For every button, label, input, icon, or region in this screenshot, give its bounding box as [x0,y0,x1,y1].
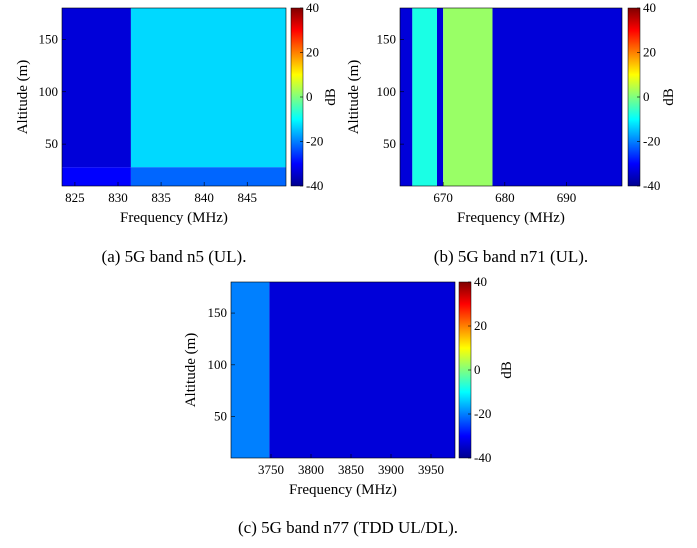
panel-c-colorbar-tick-label: -20 [474,406,491,421]
panel-c-colorbar-ticks: 40 20 0 -20 -40 [468,274,491,465]
panel-a-region-1 [62,8,131,168]
panel-a-colorbar-tick-label: -20 [306,134,323,149]
panel-b-xtick-label: 680 [495,190,515,205]
panel-a-xtick-label: 840 [194,190,214,205]
panel-a-xtick-label: 830 [108,190,128,205]
panel-c-colorbar-tick-label: -40 [474,450,491,465]
panel-b-colorbar-tick-label: 0 [643,89,650,104]
panel-c-xticks: 3750 3800 3850 3900 3950 [258,454,444,477]
panel-a: 825 830 835 840 845 50 100 150 Frequency (MHz)… [15,0,339,266]
panel-a-region-3 [130,8,286,168]
panel-b-colorbar-label: dB [661,88,677,106]
panel-b-heatmap [400,8,622,186]
panel-c: 3750 3800 3850 3900 3950 50 100 150 Frequency … [183,274,515,537]
panel-b-xlabel: Frequency (MHz) [457,210,565,226]
panel-b-colorbar-tick-label: 20 [643,45,656,60]
panel-a-heatmap [62,8,286,186]
panel-a-ylabel: Altitude (m) [15,60,31,135]
panel-a-ytick-label: 150 [39,31,59,46]
panel-a-caption: (a) 5G band n5 (UL). [102,247,247,266]
panel-b-region-2 [437,8,444,186]
panel-a-ytick-label: 100 [39,84,59,99]
panel-b-region-0 [400,8,413,186]
panel-c-region-0 [231,282,270,458]
panel-a-xlabel: Frequency (MHz) [120,210,228,226]
panel-a-xticks: 825 830 835 840 845 [65,182,257,205]
panel-c-caption: (c) 5G band n77 (TDD UL/DL). [238,518,458,537]
panel-b-yticks: 50 100 150 [377,31,404,151]
panel-a-colorbar-tick-label: -40 [306,178,323,193]
panel-a-plot-frame [61,7,287,187]
panel-b: 670 680 690 50 100 150 Frequency (MHz) Altit… [346,0,677,266]
panel-c-xtick-label: 3800 [298,462,324,477]
panel-a-yticks: 50 100 150 [39,31,66,151]
panel-c-ytick-label: 150 [208,305,228,320]
panel-c-ytick-label: 50 [214,409,227,424]
panel-a-colorbar-label: dB [323,88,339,106]
panel-b-colorbar-tick-label: -20 [643,134,660,149]
panel-a-colorbar-tick-label: 40 [306,0,319,15]
panel-b-colorbar-ticks: 40 20 0 -20 -40 [637,0,660,193]
panel-c-xtick-label: 3950 [418,462,444,477]
panel-a-xtick-label: 825 [65,190,85,205]
panel-b-region-3 [443,8,493,186]
panel-c-ylabel: Altitude (m) [183,333,199,408]
panel-a-region-2 [130,167,286,186]
panel-b-ytick-label: 150 [377,31,397,46]
panel-b-xtick-label: 670 [433,190,453,205]
panel-b-region-1 [412,8,437,186]
panel-b-xtick-label: 690 [557,190,577,205]
panel-b-caption: (b) 5G band n71 (UL). [434,247,588,266]
panel-a-xtick-label: 835 [151,190,171,205]
panel-c-colorbar-label: dB [499,361,515,379]
panel-c-xtick-label: 3900 [378,462,404,477]
panel-c-xtick-label: 3850 [338,462,364,477]
panel-b-xticks: 670 680 690 [433,182,576,205]
panel-a-ytick-label: 50 [45,136,58,151]
panel-b-ytick-label: 100 [377,84,397,99]
panel-c-heatmap [231,282,455,458]
panel-c-yticks: 50 100 150 [208,305,235,424]
panel-c-colorbar-tick-label: 20 [474,318,487,333]
panel-c-plot-frame [230,281,456,459]
panel-a-colorbar-tick-label: 0 [306,89,313,104]
panel-c-region-1 [269,282,455,458]
panel-b-colorbar-tick-label: -40 [643,178,660,193]
panel-a-xtick-label: 845 [237,190,257,205]
panel-c-ytick-label: 100 [208,357,228,372]
panel-a-colorbar-tick-label: 20 [306,45,319,60]
panel-c-xtick-label: 3750 [258,462,284,477]
panel-a-region-0 [62,167,131,186]
panel-a-colorbar-ticks: 40 20 0 -20 -40 [300,0,323,193]
panel-b-colorbar-tick-label: 40 [643,0,656,15]
panel-c-colorbar-tick-label: 40 [474,274,487,289]
panel-b-region-4 [492,8,622,186]
panel-c-xlabel: Frequency (MHz) [289,482,397,498]
panel-b-ytick-label: 50 [383,136,396,151]
panel-b-ylabel: Altitude (m) [346,60,362,135]
panel-b-plot-frame [399,7,623,187]
panel-c-colorbar-tick-label: 0 [474,362,481,377]
